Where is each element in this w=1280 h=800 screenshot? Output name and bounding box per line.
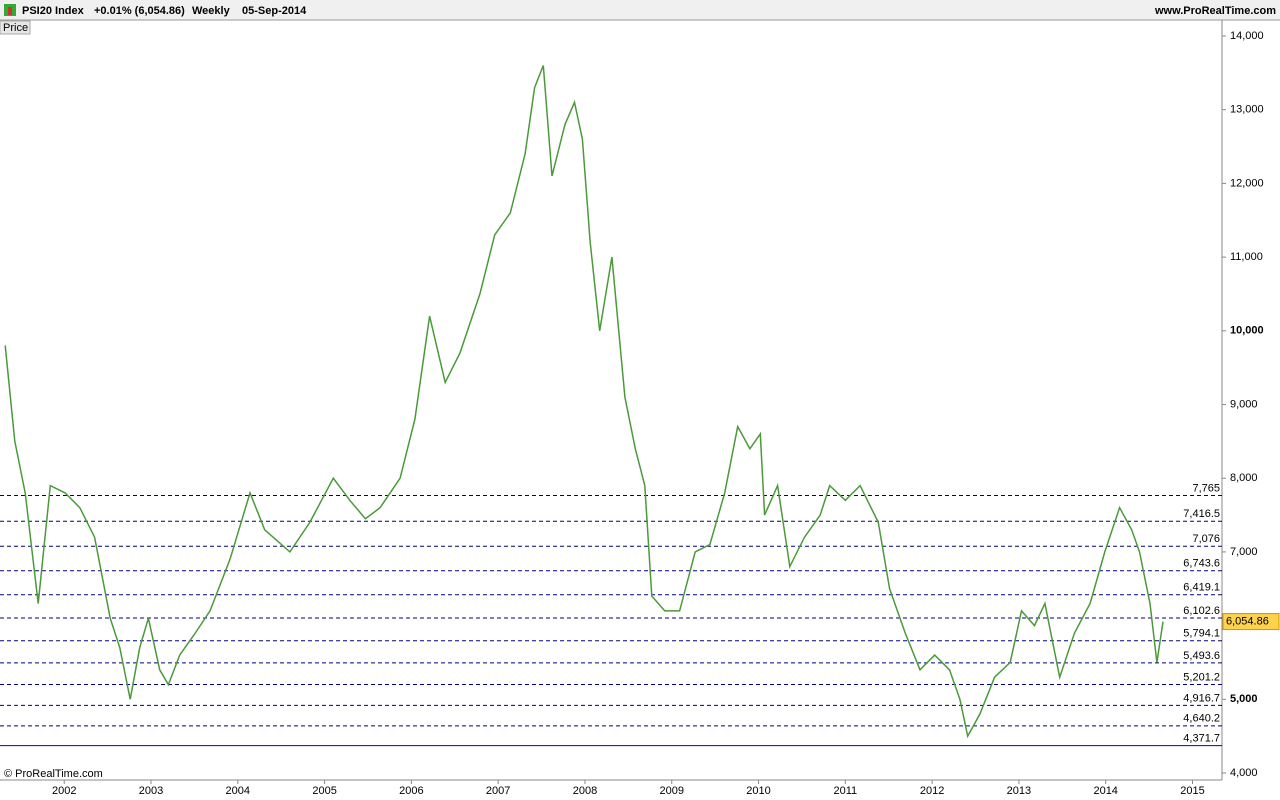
x-tick-label: 2009 [660,785,684,797]
level-label: 4,371.7 [1183,733,1220,745]
level-label: 7,076 [1192,533,1220,545]
y-tick-label: 8,000 [1230,472,1258,484]
header-bar [0,0,1280,20]
level-label: 5,794.1 [1183,628,1220,640]
x-tick-label: 2005 [312,785,336,797]
level-label: 7,416.5 [1183,508,1220,520]
x-tick-label: 2002 [52,785,76,797]
level-label: 6,743.6 [1183,558,1220,570]
change: +0.01% (6,054.86) [94,5,185,17]
x-tick-label: 2012 [920,785,944,797]
x-tick-label: 2014 [1093,785,1117,797]
level-label: 4,916.7 [1183,692,1220,704]
x-tick-label: 2011 [834,785,858,797]
chart-title: PSI20 Index [22,5,85,17]
y-tick-label: 5,000 [1230,693,1258,705]
level-label: 6,102.6 [1183,605,1220,617]
level-label: 5,493.6 [1183,650,1220,662]
x-tick-label: 2004 [226,785,250,797]
level-label: 6,419.1 [1183,582,1220,594]
y-tick-label: 13,000 [1230,104,1264,116]
x-tick-label: 2015 [1180,785,1204,797]
level-label: 5,201.2 [1183,671,1220,683]
y-tick-label: 10,000 [1230,325,1264,337]
x-tick-label: 2013 [1007,785,1031,797]
x-tick-label: 2003 [139,785,163,797]
y-tick-label: 14,000 [1230,30,1264,42]
y-tick-label: 4,000 [1230,767,1258,779]
icon-inner [8,7,12,15]
y-tick-label: 9,000 [1230,398,1258,410]
period: Weekly [192,5,231,17]
y-tick-label: 7,000 [1230,546,1258,558]
date: 05-Sep-2014 [242,5,307,17]
y-tick-label: 12,000 [1230,177,1264,189]
level-label: 4,640.2 [1183,713,1220,725]
panel-tab[interactable] [0,20,31,35]
panel-label: Price [3,22,28,34]
x-tick-label: 2006 [399,785,423,797]
level-label: 7,765 [1192,482,1220,494]
last-price-box [1222,613,1280,631]
source[interactable]: www.ProRealTime.com [1154,5,1276,17]
x-tick-label: 2008 [573,785,597,797]
y-tick-label: 11,000 [1230,251,1263,263]
x-tick-label: 2007 [486,785,510,797]
x-tick-label: 2010 [746,785,770,797]
copyright: © ProRealTime.com [4,768,103,780]
price-line [4,65,1164,739]
last-price-label: 6,054.86 [1226,615,1269,627]
